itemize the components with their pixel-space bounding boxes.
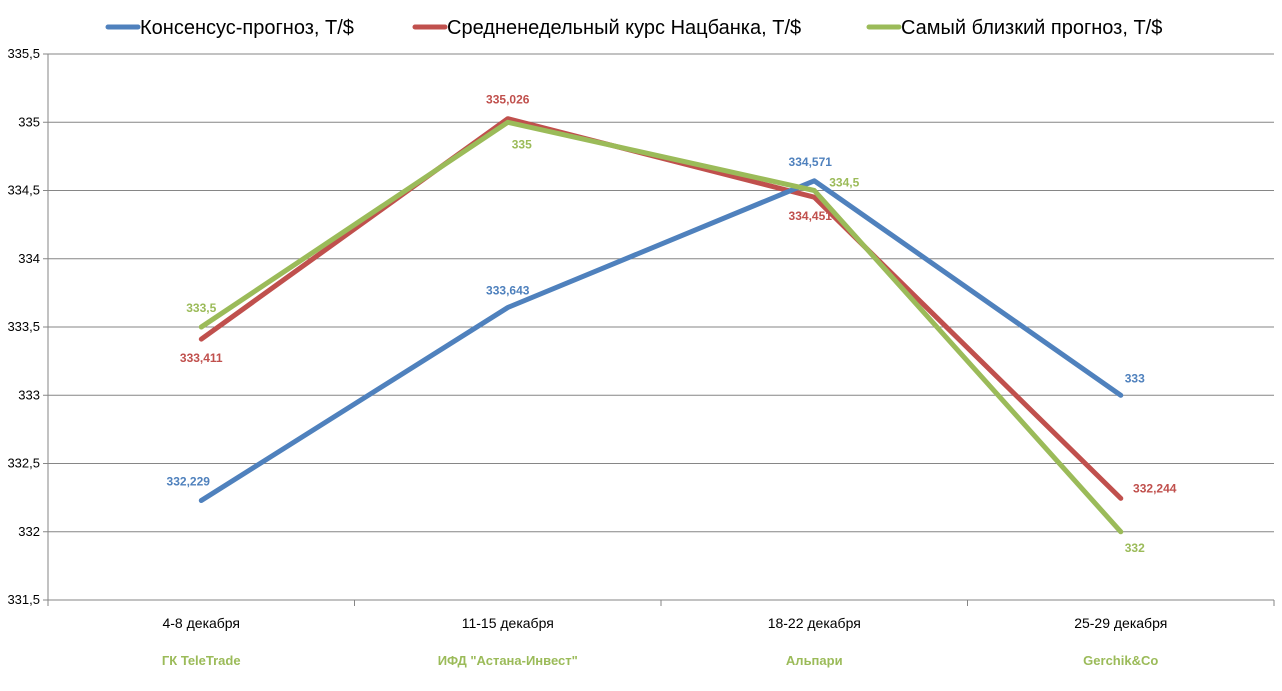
y-tick-label: 335,5	[7, 46, 40, 61]
x-sublabel: ГК TeleTrade	[162, 653, 241, 668]
data-label-nbk-rate: 332,244	[1133, 481, 1177, 495]
data-label-closest: 333,5	[186, 301, 216, 315]
y-tick-label: 333,5	[7, 319, 40, 334]
gridlines	[48, 53, 1274, 533]
axes: 331,5 332 332,5 333 333,5 334 334,5 335 335,5 4-8…	[7, 46, 1275, 668]
x-tick-label: 11-15 декабря	[462, 615, 554, 631]
data-label-nbk-rate: 333,411	[180, 351, 223, 365]
y-tick-label: 335	[18, 114, 40, 129]
data-label-closest: 335	[512, 137, 532, 151]
x-sublabel: ИФД "Астана-Инвест"	[438, 653, 578, 668]
x-sublabel: Gerchik&Co	[1083, 653, 1158, 668]
data-labels: 332,229 333,643 334,571 333 333,411 335,026 33…	[167, 93, 1177, 555]
x-tick-label: 18-22 декабря	[768, 615, 861, 631]
series-line-nbk-rate	[198, 116, 1124, 501]
data-label-closest: 334,5	[829, 176, 859, 190]
x-sublabel: Альпари	[786, 653, 843, 668]
data-label-nbk-rate: 335,026	[486, 93, 530, 107]
legend-label-consensus: Консенсус-прогноз, Т/$	[140, 17, 354, 39]
x-tick-label: 25-29 декабря	[1074, 615, 1167, 631]
data-label-nbk-rate: 334,451	[789, 209, 833, 223]
y-tick-label: 333	[18, 387, 40, 402]
y-tick-label: 334	[18, 251, 40, 266]
y-tick-label: 331,5	[7, 592, 40, 607]
legend: Консенсус-прогноз, Т/$ Средненедельный к…	[105, 17, 1162, 39]
y-tick-label: 332,5	[7, 456, 40, 471]
series-line-consensus	[198, 178, 1124, 503]
y-tick-label: 332	[18, 524, 40, 539]
legend-label-closest: Самый близкий прогноз, Т/$	[901, 17, 1162, 39]
x-tick-label: 4-8 декабря	[162, 615, 240, 631]
legend-label-nbk-rate: Средненедельный курс Нацбанка, Т/$	[447, 17, 801, 39]
data-label-consensus: 333,643	[486, 283, 530, 297]
series-line-closest	[198, 119, 1124, 535]
data-label-consensus: 332,229	[167, 474, 211, 488]
data-label-closest: 332	[1125, 541, 1145, 555]
data-label-consensus: 333	[1125, 371, 1145, 385]
series-lines	[198, 116, 1124, 535]
data-label-consensus: 334,571	[789, 155, 833, 169]
y-tick-label: 334,5	[7, 183, 40, 198]
